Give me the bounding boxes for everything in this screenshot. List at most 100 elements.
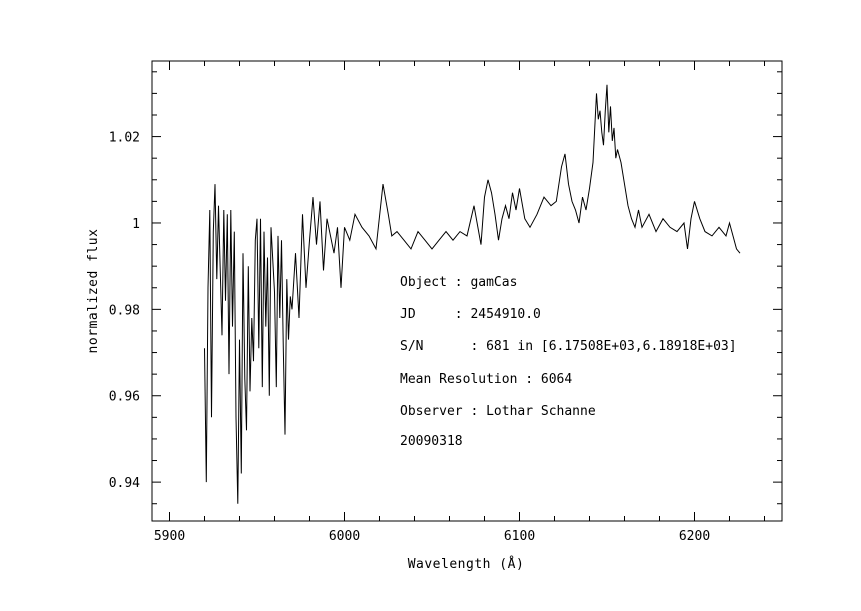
data-point — [596, 93, 597, 94]
data-point — [258, 348, 259, 349]
data-point — [585, 209, 586, 210]
data-point — [302, 214, 303, 215]
y-tick-label: 1 — [132, 217, 140, 232]
data-point — [291, 309, 292, 310]
data-point — [249, 391, 250, 392]
data-point — [631, 218, 632, 219]
data-point — [225, 300, 226, 301]
data-point — [452, 240, 453, 241]
data-point — [494, 214, 495, 215]
data-point — [617, 149, 618, 150]
data-point — [337, 227, 338, 228]
data-point — [316, 244, 317, 245]
data-point — [262, 387, 263, 388]
data-point — [241, 473, 242, 474]
data-point — [286, 279, 287, 280]
data-point — [330, 235, 331, 236]
data-point — [232, 326, 233, 327]
annotation-object: Object : gamCas — [400, 275, 517, 290]
data-point — [279, 317, 280, 318]
data-point — [216, 279, 217, 280]
y-axis-title: normalized flux — [86, 229, 101, 354]
data-point — [230, 209, 231, 210]
data-point — [615, 158, 616, 159]
data-point — [234, 231, 235, 232]
data-point — [704, 231, 705, 232]
data-point — [312, 197, 313, 198]
data-point — [612, 140, 613, 141]
data-point — [269, 395, 270, 396]
annotation-observer: Observer : Lothar Schanne — [400, 404, 596, 419]
data-point — [459, 231, 460, 232]
data-point — [295, 253, 296, 254]
data-point — [578, 222, 579, 223]
data-point — [613, 127, 614, 128]
data-point — [349, 240, 350, 241]
annotation-sn: S/N : 681 in [6.17508E+03,6.18918E+03] — [400, 339, 737, 354]
data-point — [711, 235, 712, 236]
data-point — [620, 162, 621, 163]
data-point — [589, 188, 590, 189]
data-point — [410, 248, 411, 249]
data-point — [206, 482, 207, 483]
data-point — [244, 378, 245, 379]
data-point — [550, 205, 551, 206]
x-tick-label: 6000 — [329, 529, 360, 544]
data-point — [601, 132, 602, 133]
data-point — [606, 84, 607, 85]
data-point — [571, 201, 572, 202]
data-point — [739, 253, 740, 254]
data-point — [260, 218, 261, 219]
data-point — [473, 205, 474, 206]
x-tick-label: 6100 — [504, 529, 535, 544]
data-point — [284, 434, 285, 435]
data-point — [209, 209, 210, 210]
data-point — [524, 218, 525, 219]
data-point — [309, 240, 310, 241]
data-point — [270, 227, 271, 228]
data-point — [274, 292, 275, 293]
data-point — [515, 209, 516, 210]
data-point — [725, 235, 726, 236]
data-point — [361, 227, 362, 228]
data-point — [211, 417, 212, 418]
data-point — [445, 231, 446, 232]
data-point — [255, 240, 256, 241]
data-point — [431, 248, 432, 249]
data-point — [323, 270, 324, 271]
data-point — [283, 348, 284, 349]
data-point — [204, 348, 205, 349]
data-point — [662, 218, 663, 219]
data-point — [424, 240, 425, 241]
data-point — [732, 235, 733, 236]
data-point — [417, 231, 418, 232]
data-point — [508, 218, 509, 219]
annotation-date: 20090318 — [400, 434, 463, 449]
data-point — [214, 184, 215, 185]
data-point — [305, 287, 306, 288]
data-point — [388, 214, 389, 215]
data-point — [690, 218, 691, 219]
spectrum-line — [204, 84, 741, 504]
data-point — [512, 192, 513, 193]
data-point — [641, 227, 642, 228]
data-point — [568, 184, 569, 185]
data-point — [699, 218, 700, 219]
data-point — [227, 214, 228, 215]
data-point — [223, 209, 224, 210]
data-point — [608, 132, 609, 133]
annotation-resolution: Mean Resolution : 6064 — [400, 372, 572, 387]
data-point — [253, 361, 254, 362]
data-point — [213, 231, 214, 232]
data-point — [281, 240, 282, 241]
data-point — [344, 227, 345, 228]
plot-frame — [151, 60, 783, 522]
data-point — [298, 317, 299, 318]
data-point — [484, 197, 485, 198]
data-point — [256, 218, 257, 219]
data-point — [575, 209, 576, 210]
data-point — [610, 106, 611, 107]
data-point — [375, 248, 376, 249]
data-point — [556, 201, 557, 202]
